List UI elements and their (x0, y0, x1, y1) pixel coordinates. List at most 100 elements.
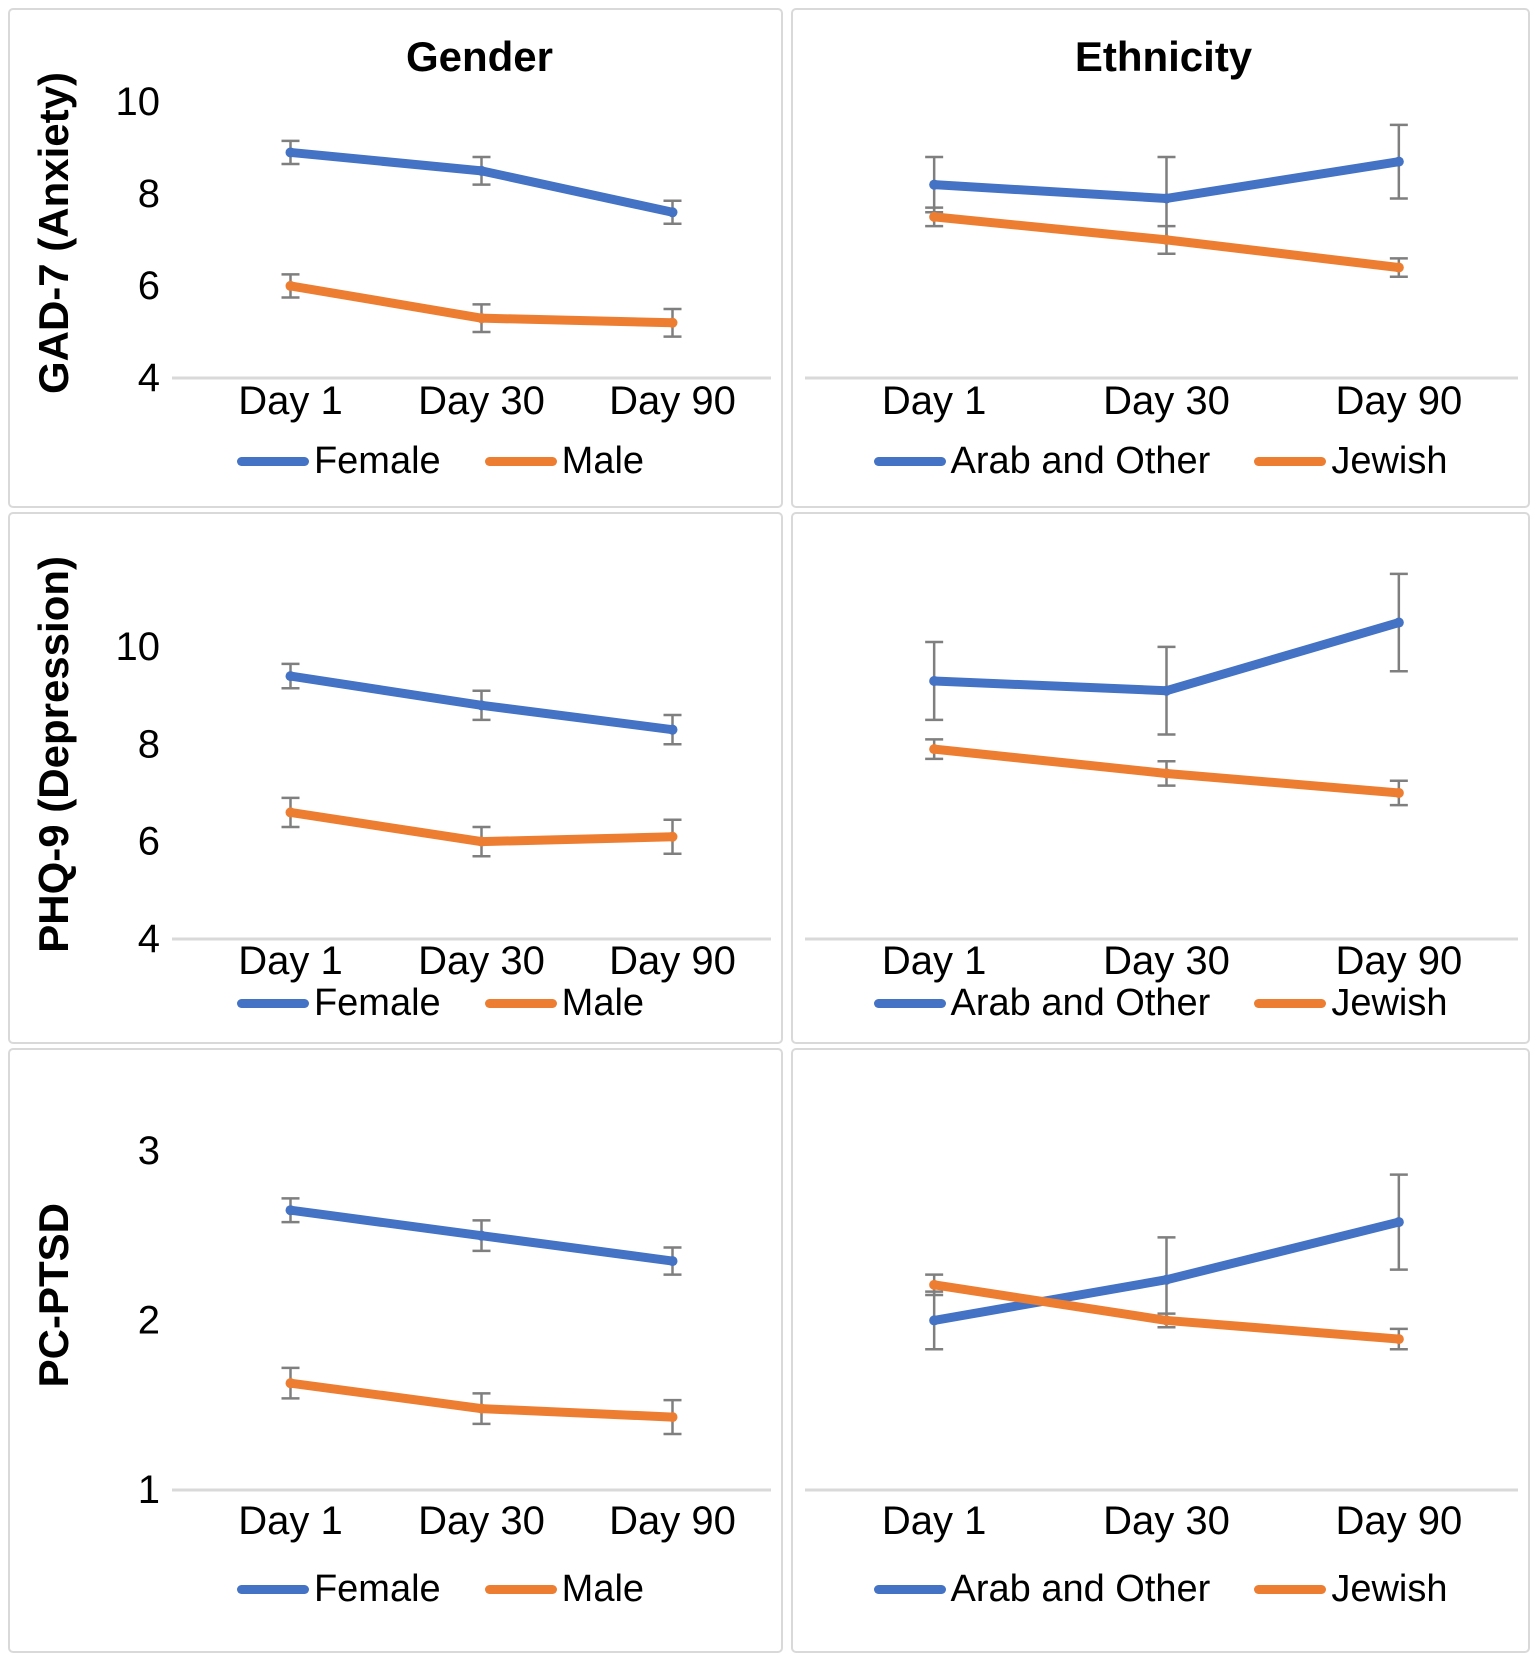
x-tick-label: Day 30 (1103, 1499, 1230, 1543)
pcptsd-gender-line-chart: 1 2 3 Day 1 Day 30 Day 90 (138, 1129, 771, 1543)
legend-item-jewish: Jewish (1254, 982, 1447, 1025)
y-tick-label: 3 (138, 1129, 160, 1173)
x-tick-label: Day 1 (882, 939, 987, 983)
legend-phq9-ethnicity: Arab and Other Jewish (803, 982, 1518, 1025)
legend-item-female: Female (236, 1568, 441, 1611)
legend-label-arab-and-other: Arab and Other (950, 982, 1211, 1024)
legend-label-jewish: Jewish (1331, 440, 1448, 482)
y-tick-label: 6 (138, 264, 160, 308)
phq9-gender-line-chart: 4 6 8 10 Day 1 Day 30 Day 90 (116, 625, 771, 983)
x-tick-label: Day 1 (882, 1499, 987, 1543)
data-point-female (667, 1256, 678, 1267)
x-tick-label: Day 1 (238, 1499, 343, 1543)
legend-swatch-jewish (1254, 1585, 1327, 1594)
data-point-jewish (929, 744, 940, 755)
legend-label-arab-and-other: Arab and Other (950, 1568, 1211, 1610)
data-point-female (285, 671, 296, 682)
y-tick-label: 1 (138, 1468, 160, 1512)
x-tick-label: Day 30 (418, 1499, 545, 1543)
x-tick-label: Day 90 (609, 1499, 736, 1543)
data-point-jewish (1393, 787, 1404, 798)
y-tick-label: 8 (138, 172, 160, 216)
data-point-male (667, 1412, 678, 1423)
panel-gad7-ethnicity: Ethnicity Day 1 Day 30 Day 90 Arab and Oth… (791, 8, 1530, 508)
x-tick-label: Day 90 (1335, 379, 1462, 423)
data-point-jewish (929, 211, 940, 222)
legend-item-male: Male (484, 1568, 645, 1611)
x-tick-label: Day 30 (418, 379, 545, 423)
legend-swatch-arab-and-other (873, 999, 946, 1008)
legend-item-female: Female (236, 440, 441, 483)
pcptsd-ethnicity-line-chart: Day 1 Day 30 Day 90 (805, 1173, 1518, 1543)
panel-pcptsd-gender: PC-PTSD 1 2 3 Day 1 Day 30 Day 90 Female Male (8, 1048, 783, 1653)
x-tick-label: Day 1 (238, 379, 343, 423)
phq9-ethnicity-line-chart: Day 1 Day 30 Day 90 (805, 572, 1518, 983)
data-point-arab-and-other (1161, 685, 1172, 696)
x-tick-label: Day 90 (1335, 939, 1462, 983)
data-point-arab-and-other (1161, 193, 1172, 204)
y-axis-title-phq9: PHQ-9 (Depression) (30, 555, 77, 953)
legend-swatch-female (236, 999, 309, 1008)
x-tick-label: Day 1 (882, 379, 987, 423)
data-point-arab-and-other (1393, 156, 1404, 167)
chart-title-ethnicity: Ethnicity (1074, 33, 1253, 80)
data-point-female (476, 165, 487, 176)
y-tick-label: 4 (138, 917, 160, 961)
data-point-female (285, 1205, 296, 1216)
legend-phq9-gender: Female Male (110, 982, 771, 1025)
legend-label-male: Male (561, 982, 645, 1024)
legend-label-male: Male (561, 440, 645, 482)
data-point-arab-and-other (1393, 1217, 1404, 1228)
legend-item-arab-and-other: Arab and Other (873, 440, 1210, 483)
legend-gad7-gender: Female Male (110, 440, 771, 483)
x-tick-label: Day 30 (1103, 379, 1230, 423)
legend-item-female: Female (236, 982, 441, 1025)
legend-swatch-male (484, 999, 557, 1008)
legend-label-jewish: Jewish (1331, 1568, 1448, 1610)
y-tick-label: 6 (138, 820, 160, 864)
x-tick-label: Day 90 (609, 379, 736, 423)
data-point-jewish (1161, 768, 1172, 779)
y-axis-title-gad7: GAD-7 (Anxiety) (30, 71, 77, 395)
data-point-male (667, 317, 678, 328)
legend-item-jewish: Jewish (1254, 440, 1447, 483)
data-point-jewish (1161, 1315, 1172, 1326)
legend-swatch-jewish (1254, 999, 1327, 1008)
legend-swatch-arab-and-other (873, 1585, 946, 1594)
data-point-female (667, 207, 678, 218)
legend-gad7-ethnicity: Arab and Other Jewish (803, 440, 1518, 483)
legend-swatch-male (484, 457, 557, 466)
chart-title-gender: Gender (405, 33, 554, 80)
panel-gad7-gender: Gender GAD-7 (Anxiety) 4 6 8 10 Day 1 Day 30 D… (8, 8, 783, 508)
data-point-male (476, 836, 487, 847)
data-point-arab-and-other (929, 1315, 940, 1326)
data-point-male (285, 807, 296, 818)
legend-label-female: Female (313, 440, 441, 482)
data-point-male (285, 1378, 296, 1389)
data-point-male (667, 831, 678, 842)
y-axis-title-pcptsd: PC-PTSD (30, 1202, 77, 1388)
legend-label-male: Male (561, 1568, 645, 1610)
legend-label-female: Female (313, 982, 441, 1024)
data-point-male (285, 280, 296, 291)
y-tick-label: 2 (138, 1298, 160, 1342)
data-point-jewish (1393, 1334, 1404, 1345)
legend-swatch-jewish (1254, 457, 1327, 466)
data-point-female (667, 724, 678, 735)
legend-label-jewish: Jewish (1331, 982, 1448, 1024)
legend-item-arab-and-other: Arab and Other (873, 1568, 1211, 1611)
data-point-female (476, 1230, 487, 1241)
legend-label-female: Female (313, 1568, 441, 1610)
data-point-arab-and-other (1161, 1274, 1172, 1285)
data-point-arab-and-other (929, 179, 940, 190)
legend-swatch-male (484, 1585, 557, 1594)
data-point-arab-and-other (929, 675, 940, 686)
data-point-jewish (929, 1279, 940, 1290)
data-point-male (476, 1403, 487, 1414)
legend-swatch-female (236, 457, 309, 466)
x-tick-label: Day 90 (609, 939, 736, 983)
data-point-jewish (1161, 234, 1172, 245)
legend-pcptsd-ethnicity: Arab and Other Jewish (803, 1568, 1518, 1611)
panel-pcptsd-ethnicity: Day 1 Day 30 Day 90 Arab and Other Jewish (791, 1048, 1530, 1653)
